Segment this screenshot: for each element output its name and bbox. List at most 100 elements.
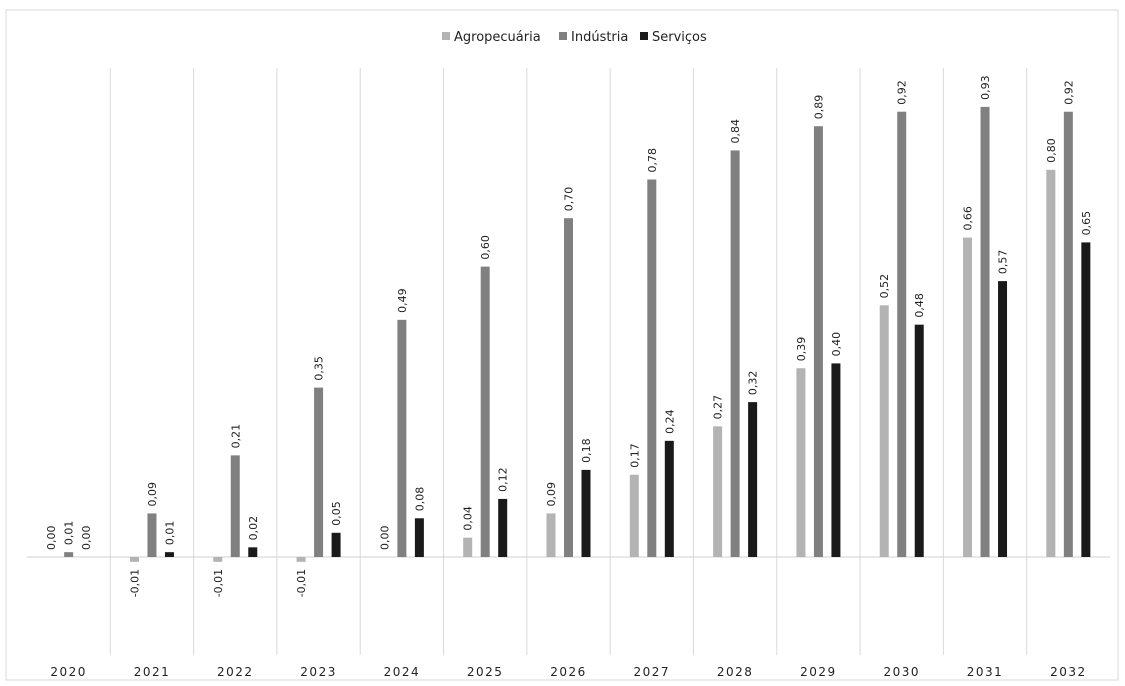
value-label: 0,92 [1062,80,1075,105]
value-label: 0,93 [979,75,992,100]
bar-serviços-2026 [581,469,591,557]
bar-serviços-2030 [914,324,924,557]
x-tick-label: 2022 [217,665,254,679]
legend-swatch [442,32,450,40]
bar-serviços-2021 [164,552,174,557]
bar-serviços-2029 [831,363,841,557]
bars [64,106,1091,562]
x-tick-label: 2025 [467,665,504,679]
bar-serviços-2027 [664,440,674,557]
x-tick-label: 2023 [300,665,337,679]
value-label: 0,57 [997,250,1010,275]
value-label: 0,24 [663,409,676,434]
value-label: 0,21 [229,424,242,449]
bar-serviços-2024 [414,518,424,557]
value-label: 0,65 [1080,211,1093,236]
value-label: 0,84 [729,119,742,144]
x-tick-label: 2028 [717,665,754,679]
legend-swatch [640,32,648,40]
value-label: -0,01 [128,569,141,597]
bar-serviços-2028 [748,402,758,557]
bar-serviços-2032 [1081,242,1091,557]
legend-label: Agropecuária [454,30,541,45]
value-label: 0,70 [563,187,576,212]
bar-indústria-2021 [147,513,157,557]
value-label: -0,01 [295,569,308,597]
bar-indústria-2028 [730,150,740,557]
bar-indústria-2025 [480,266,490,557]
legend-label: Serviços [652,30,707,45]
bar-agropecuária-2031 [963,237,973,557]
x-tick-label: 2020 [50,665,87,679]
bar-indústria-2024 [397,319,407,557]
bar-serviços-2031 [998,281,1008,557]
value-label: 0,17 [628,443,641,468]
value-label: 0,09 [545,482,558,507]
x-axis-tick-labels: 2020 2021 2022 2023 2024 2025 2026 2027 2028 2029… [50,665,1087,679]
bar-indústria-2026 [564,218,573,557]
value-label: 0,08 [413,487,426,512]
value-label: 0,40 [830,332,843,357]
value-label: 0,60 [479,235,492,260]
legend: Agropecuária Indústria Serviços [442,30,707,45]
value-label: 0,18 [580,438,593,463]
legend-label: Indústria [571,30,628,45]
bar-indústria-2023 [314,387,324,557]
legend-swatch [559,32,567,40]
bar-serviços-2025 [498,498,508,557]
bar-agropecuária-2029 [796,368,806,557]
value-label: 0,04 [462,506,475,531]
x-tick-label: 2024 [384,665,421,679]
bar-indústria-2032 [1063,111,1073,557]
bar-agropecuária-2026 [546,513,556,557]
value-label: 0,49 [396,288,409,313]
value-label: 0,00 [45,526,58,551]
value-label: 0,32 [747,371,760,396]
value-label: 0,00 [80,526,93,551]
value-label: 0,89 [812,95,825,120]
value-label: 0,39 [795,337,808,362]
value-label: 0,52 [878,274,891,299]
value-label: 0,00 [378,526,391,551]
value-label: 0,27 [712,395,725,420]
bar-indústria-2030 [897,111,907,557]
value-label: 0,78 [646,148,659,173]
x-tick-label: 2027 [634,665,671,679]
value-label: 0,09 [146,482,159,507]
bar-agropecuária-2021 [129,557,139,562]
value-label: 0,92 [896,80,909,105]
bar-agropecuária-2032 [1046,169,1056,558]
bar-agropecuária-2028 [713,426,723,557]
value-label: 0,80 [1045,138,1058,163]
bar-indústria-2020 [64,552,74,557]
chart-border [5,9,1119,681]
bar-agropecuária-2025 [463,537,473,557]
value-label: 0,66 [962,206,975,231]
x-tick-label: 2029 [800,665,837,679]
x-tick-label: 2032 [1050,665,1087,679]
bar-indústria-2027 [647,179,657,558]
bar-serviços-2022 [248,547,258,557]
x-tick-label: 2021 [134,665,171,679]
value-label: 0,01 [63,521,76,546]
bar-indústria-2022 [230,455,240,557]
bar-agropecuária-2030 [879,305,889,557]
bar-indústria-2029 [813,126,823,558]
value-label: 0,48 [913,293,926,318]
bar-indústria-2031 [980,106,990,557]
value-label: 0,01 [163,521,176,546]
value-label: 0,05 [330,501,343,526]
bar-agropecuária-2023 [296,557,306,562]
bar-agropecuária-2022 [213,557,223,562]
value-label: 0,12 [497,467,510,492]
value-label: 0,35 [313,356,326,381]
bar-agropecuária-2027 [629,474,639,557]
value-label: 0,02 [247,516,260,541]
value-labels: 0,00 -0,01 -0,01 -0,01 0,00 0,04 0,09 0,17 0,27 0… [45,75,1093,597]
bar-serviços-2023 [331,532,341,557]
x-tick-label: 2031 [967,665,1004,679]
x-tick-label: 2026 [550,665,587,679]
value-label: -0,01 [212,569,225,597]
x-tick-label: 2030 [883,665,920,679]
